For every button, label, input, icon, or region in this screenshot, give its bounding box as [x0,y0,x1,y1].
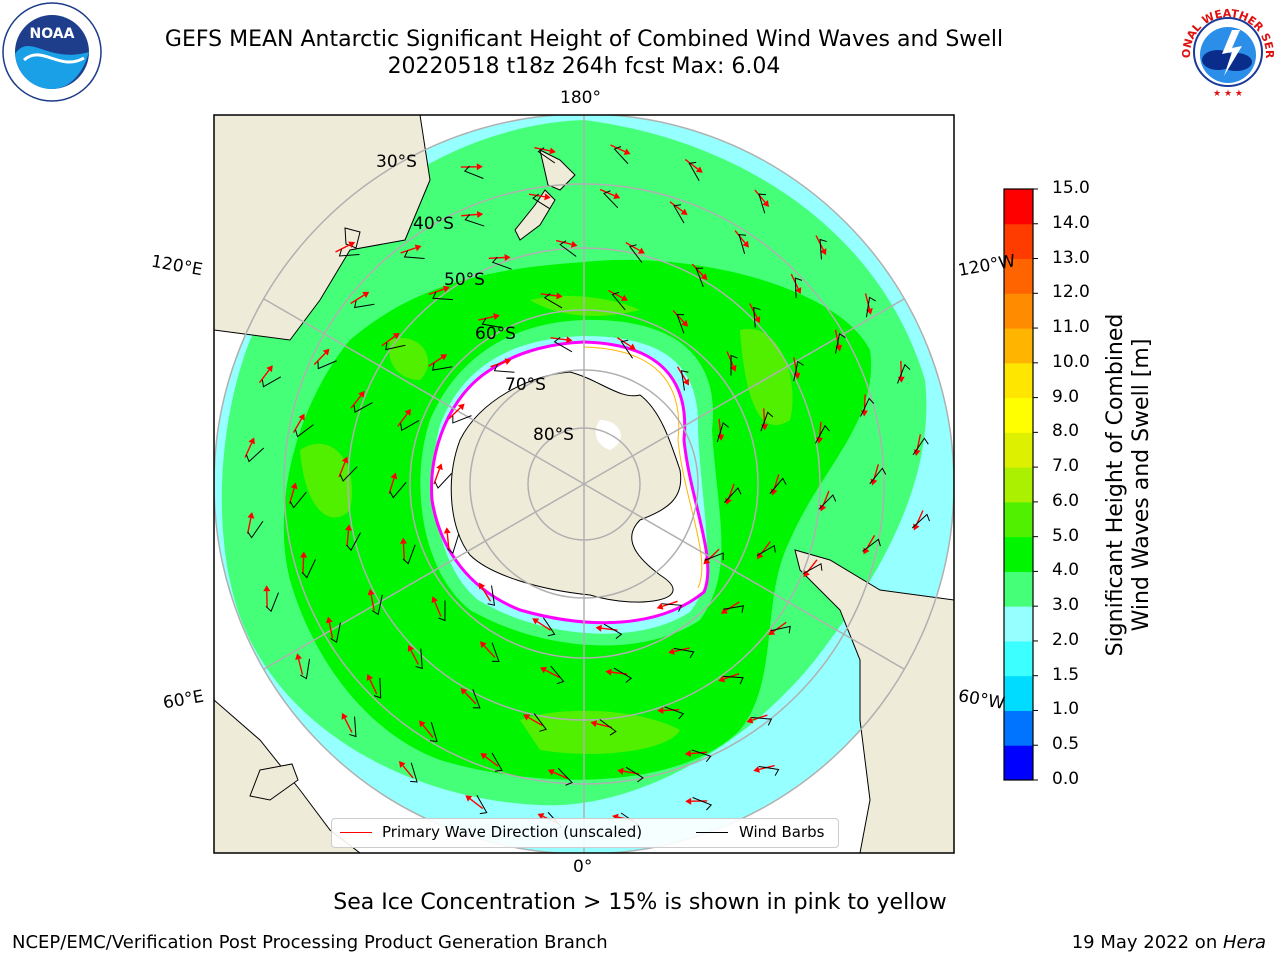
footer-credit: NCEP/EMC/Verification Post Processing Pr… [12,932,608,953]
map-legend: Primary Wave Direction (unscaled) Wind B… [331,818,839,848]
lon-label-180: 180° [560,88,601,108]
colorbar-tick-label: 3.0 [1052,595,1080,616]
colorbar-tick-label: 10.0 [1052,351,1090,372]
legend-barb-label: Wind Barbs [739,823,825,841]
new-zealand-landmass [539,149,576,191]
colorbar-tick-label: 1.0 [1052,699,1080,720]
map-frame [213,114,955,854]
lat-label-80s: 80°S [533,425,574,445]
colorbar-segment [1004,223,1033,260]
colorbar-tick-label: 2.0 [1052,629,1080,650]
australia-landmass [214,115,431,341]
colorbar-tick-label: 11.0 [1052,317,1090,338]
antarctica-landmass [450,371,682,603]
colorbar-tick-label: 0.5 [1052,734,1080,755]
noaa-logo-icon: NOAA [2,2,102,102]
lat-label-70s: 70°S [505,375,546,395]
noaa-logo-text: NOAA [30,26,75,42]
colorbar-segment [1004,293,1033,329]
nws-logo-icon: NATIONAL WEATHER SERVICE ★ ★ ★ [1176,0,1278,102]
colorbar-segment [1004,745,1033,781]
colorbar-segment [1004,536,1033,572]
colorbar-segment [1004,258,1033,294]
colorbar-tick-label: 5.0 [1052,525,1080,546]
footer-machine: Hera [1222,932,1266,953]
colorbar-tick-label: 7.0 [1052,456,1080,477]
legend-barb-line [696,832,728,833]
colorbar-segment [1004,189,1033,225]
colorbar-tick-label: 9.0 [1052,386,1080,407]
lat-label-40s: 40°S [413,214,454,234]
chart-subtitle: 20220518 t18z 264h fcst Max: 6.04 [387,54,781,79]
colorbar-segment [1004,467,1033,503]
colorbar-segment [1004,571,1033,607]
colorbar-segment [1004,328,1033,364]
wave-band-5-6m [520,710,680,754]
colorbar-segment [1004,432,1033,468]
chart-title: GEFS MEAN Antarctic Significant Height o… [164,27,1004,52]
lat-label-30s: 30°S [376,152,417,172]
colorbar-tick-label: 8.0 [1052,421,1080,442]
colorbar-segment [1004,362,1033,399]
south-america-landmass [794,500,954,853]
colorbar-label: Significant Height of Combined Wind Wave… [1103,313,1154,657]
colorbar-segment [1004,397,1033,433]
colorbar-segment [1004,606,1033,642]
graticule [214,115,954,853]
lat-label-50s: 50°S [444,270,485,290]
colorbar-tick-label: 1.5 [1052,664,1080,685]
colorbar-tick-label: 4.0 [1052,560,1080,581]
colorbar-tick-label: 12.0 [1052,282,1090,303]
wave-direction-arrows [244,144,924,824]
legend-wave-line [340,832,372,833]
svg-text:★ ★ ★: ★ ★ ★ [1213,89,1243,99]
colorbar-tick-label: 15.0 [1052,178,1090,198]
legend-wave-label: Primary Wave Direction (unscaled) [382,823,643,841]
colorbar-segment [1004,710,1033,746]
colorbar-tick-label: 13.0 [1052,247,1090,268]
colorbar-segment [1004,501,1033,538]
colorbar [1003,188,1038,781]
colorbar-segment [1004,640,1033,677]
colorbar-tick-label: 14.0 [1052,212,1090,233]
lat-label-60s: 60°S [475,324,516,344]
colorbar-segment [1004,675,1033,711]
colorbar-tick-label: 6.0 [1052,490,1080,511]
colorbar-tick-label: 0.0 [1052,769,1080,789]
footer-date: 19 May 2022 on Hera [1071,932,1266,953]
lon-label-0: 0° [573,857,593,877]
sea-ice-caption: Sea Ice Concentration > 15% is shown in … [333,890,947,915]
